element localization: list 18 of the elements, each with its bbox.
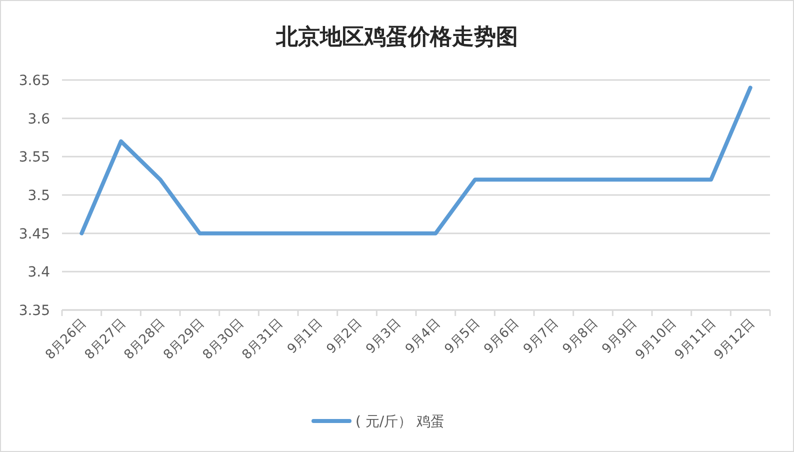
x-tick-label: 9月6日 [481, 316, 522, 357]
y-tick-label: 3.35 [18, 303, 50, 319]
chart-title: 北京地区鸡蛋价格走势图 [275, 24, 518, 50]
x-tick-label: 9月2日 [324, 316, 365, 357]
y-tick-label: 3.55 [18, 150, 50, 166]
x-tick-label: 9月8日 [560, 316, 601, 357]
x-tick-label: 9月7日 [520, 316, 562, 357]
x-tick-label: 9月3日 [363, 316, 404, 357]
x-tick-label: 9月4日 [402, 316, 444, 357]
y-tick-label: 3.6 [28, 111, 50, 128]
legend-label: ( 元/斤） 鸡蛋 [356, 414, 445, 430]
y-tick-label: 3.65 [18, 73, 50, 89]
y-tick-label: 3.5 [28, 188, 50, 204]
y-tick-label: 3.4 [28, 264, 50, 281]
line-series [80, 86, 752, 236]
x-tick-label: 9月5日 [442, 316, 483, 357]
y-tick-label: 3.45 [18, 226, 50, 242]
x-tick-label: 9月1日 [284, 316, 326, 357]
